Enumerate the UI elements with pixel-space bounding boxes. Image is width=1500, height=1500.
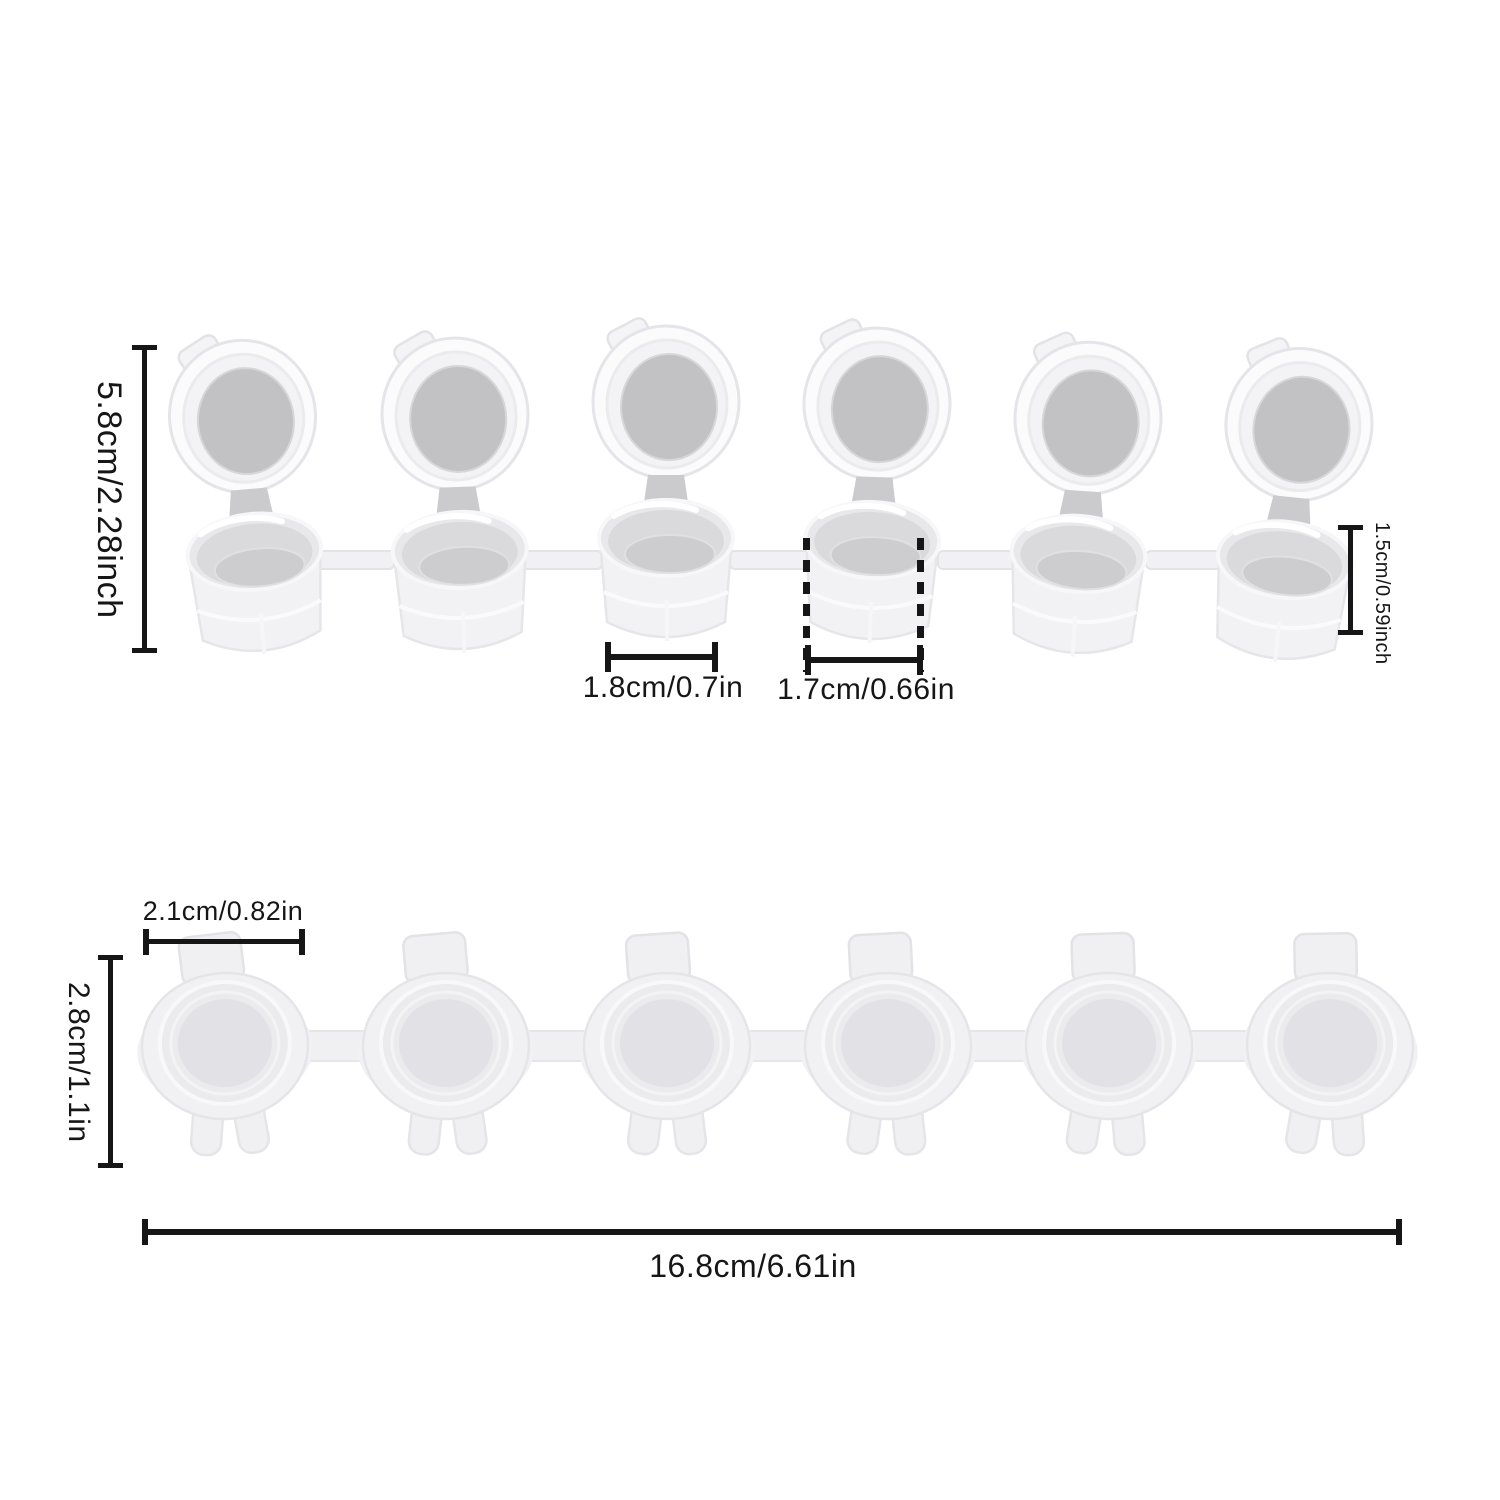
paint-pot-closed [796, 928, 980, 1160]
extension-dash-line-left [803, 538, 810, 672]
paint-pot-closed [1017, 929, 1201, 1159]
paint-pot-closed [1236, 927, 1423, 1160]
dim-line-strip-length [142, 1219, 1402, 1245]
pot-connector [1145, 550, 1227, 570]
paint-pot-open [1201, 331, 1380, 670]
closed-pot-strip [131, 927, 1424, 1160]
dim-line-closed-strip-height [98, 955, 123, 1168]
dim-line-lid-width [143, 929, 305, 955]
open-pot-strip [162, 315, 1380, 670]
label-cup-depth: 1.5cm/0.59inch [1371, 521, 1393, 665]
paint-pot-open [162, 324, 336, 661]
label-cup-bottom-width: 1.8cm/0.7in [582, 671, 744, 704]
paint-pot-closed [577, 929, 757, 1158]
dim-line-cup-bottom-width [605, 642, 718, 672]
label-strip-length: 16.8cm/6.61in [649, 1248, 857, 1284]
label-lid-width: 2.1cm/0.82in [142, 896, 304, 926]
pot-connector [729, 550, 811, 570]
pot-connector [313, 550, 395, 570]
paint-pot-open [593, 316, 739, 641]
paint-pot-closed [131, 927, 318, 1160]
pot-connector [521, 550, 603, 570]
paint-pot-open [999, 327, 1167, 662]
label-cup-opening-width: 1.7cm/0.66in [777, 673, 955, 706]
paint-pot-open [796, 315, 953, 645]
dim-line-cup-opening-width [805, 645, 923, 675]
dim-line-cup-depth [1338, 525, 1363, 635]
label-strip-height: 5.8cm/2.28inch [90, 381, 128, 619]
pot-connector [937, 550, 1019, 570]
label-closed-strip-height: 2.8cm/1.1in [62, 981, 95, 1143]
paint-pot-closed [354, 928, 538, 1160]
extension-dash-line-right [917, 538, 924, 672]
dim-line-strip-height [132, 345, 157, 653]
paint-pot-open [379, 325, 536, 655]
